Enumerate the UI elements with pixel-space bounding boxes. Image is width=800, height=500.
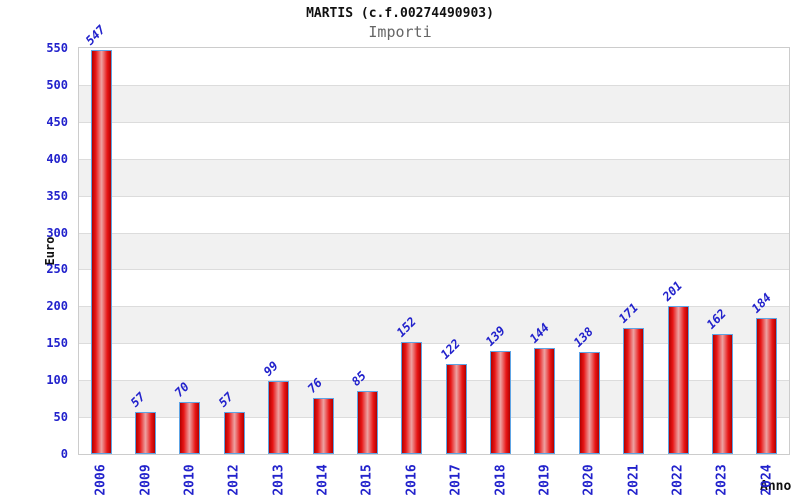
gridline (79, 121, 789, 123)
plot-area: 547 57 70 57 99 76 85 152 122 139 144 138 171 201 162 1… (78, 23, 790, 455)
x-tick-label: 2014 (315, 464, 331, 496)
bar-2018 (490, 351, 512, 454)
x-tick-label: 2006 (93, 464, 109, 496)
x-tick-label: 2012 (226, 464, 242, 496)
bar-2016 (401, 341, 423, 454)
gridline (79, 195, 789, 197)
gridline (79, 84, 789, 86)
gridline (79, 306, 789, 308)
x-tick-label: 2015 (359, 464, 375, 496)
x-tick-label: 2024 (759, 464, 775, 496)
x-tick-label: 2017 (448, 464, 464, 496)
bar-2006 (90, 50, 112, 454)
bar-2017 (445, 363, 467, 454)
chart-title: MARTIS (c.f.00274490903) (306, 6, 494, 21)
x-tick-label: 2013 (271, 464, 287, 496)
bar-2023 (711, 334, 733, 454)
plot-band (79, 232, 789, 270)
y-tick-label: 50 (53, 410, 68, 425)
x-tick-label: 2010 (182, 464, 198, 496)
x-axis-title: Anno (760, 479, 792, 494)
x-tick-label: 2009 (138, 464, 154, 496)
bar-2020 (578, 352, 600, 454)
x-tick-label: 2019 (537, 464, 553, 496)
y-tick-label: 450 (46, 114, 68, 129)
x-tick-label: 2022 (670, 464, 686, 496)
x-tick-label: 2018 (493, 464, 509, 496)
plot-band (79, 269, 789, 307)
x-tick-label: 2016 (404, 464, 420, 496)
x-tick-label: 2023 (714, 464, 730, 496)
bar-2022 (667, 305, 689, 454)
bar-2013 (268, 380, 290, 454)
plot-band (79, 121, 789, 159)
gridline (79, 417, 789, 419)
plot-band (79, 158, 789, 196)
y-tick-label: 150 (46, 336, 68, 351)
y-tick-label: 350 (46, 188, 68, 203)
bar-2010 (179, 402, 201, 454)
bar-2014 (312, 397, 334, 454)
bar-2019 (534, 347, 556, 454)
y-tick-label: 100 (46, 373, 68, 388)
gridline (79, 158, 789, 160)
bar-2009 (135, 411, 157, 454)
x-tick-label: 2021 (626, 464, 642, 496)
plot-band (79, 48, 789, 85)
gridline (79, 343, 789, 345)
gridline (79, 380, 789, 382)
plot-band (79, 84, 789, 122)
bar-2012 (223, 411, 245, 454)
gridline (79, 232, 789, 234)
chart-subtitle: Importi (368, 23, 432, 41)
y-tick-label: 0 (60, 447, 68, 461)
bar-2015 (356, 391, 378, 454)
y-tick-label: 250 (46, 262, 68, 277)
y-tick-label: 300 (46, 225, 68, 240)
y-tick-label: 400 (46, 151, 68, 166)
y-tick-label: 200 (46, 299, 68, 314)
bar-2021 (623, 327, 645, 454)
plot-band (79, 195, 789, 233)
y-tick-label: 550 (46, 41, 68, 55)
gridline (79, 269, 789, 271)
y-tick-label: 500 (46, 77, 68, 92)
x-tick-label: 2020 (581, 464, 597, 496)
bar-2024 (756, 318, 778, 454)
